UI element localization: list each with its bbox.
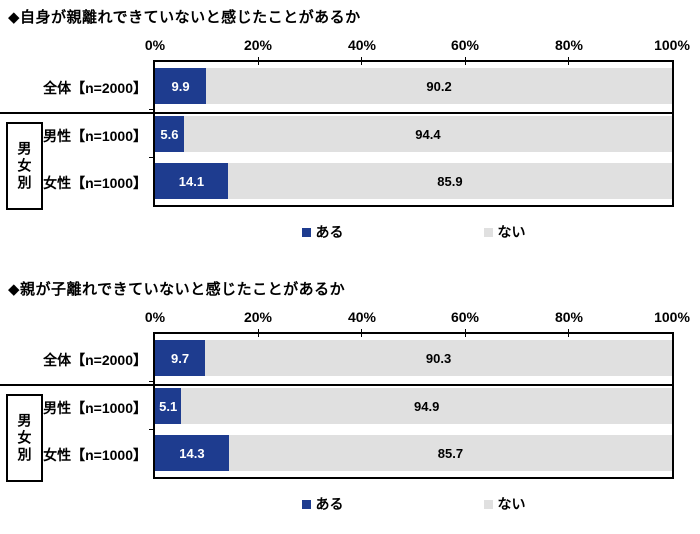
- bar-row: 9.7 90.3: [155, 340, 672, 376]
- category-label: 男性【n=1000】: [43, 400, 147, 416]
- chart-title: ◆親が子離れできていないと感じたことがあるか: [8, 281, 346, 298]
- bar-segment-aru: 5.6: [155, 116, 184, 152]
- value-label: 85.7: [437, 445, 464, 461]
- gender-group-box: 男女別: [6, 394, 43, 482]
- bar-segment-nai: 85.9: [227, 163, 672, 199]
- legend-swatch-aru: [301, 499, 311, 509]
- legend: ある ない: [153, 222, 674, 242]
- bar-segment-nai: 90.2: [206, 68, 672, 104]
- value-label: 9.7: [171, 350, 190, 366]
- bar-segment-nai: 90.3: [205, 340, 672, 376]
- axis-tick: [465, 329, 466, 337]
- axis-tick: [568, 57, 569, 65]
- chart-block-1: ◆自身が親離れできていないと感じたことがあるか 0% 20% 40% 60% 8…: [0, 0, 700, 262]
- axis-tick: [465, 57, 466, 65]
- x-axis-tick-label: 100%: [654, 309, 690, 325]
- bar-segment-nai: 94.9: [181, 388, 672, 424]
- axis-tick: [361, 329, 362, 337]
- category-axis-tick: [149, 381, 155, 382]
- legend-swatch-aru: [301, 227, 311, 237]
- bar-row: 5.1 94.9: [155, 388, 672, 424]
- value-label: 94.4: [415, 126, 441, 142]
- group-separator-line: [0, 384, 672, 386]
- value-label: 5.6: [160, 126, 179, 142]
- category-axis-tick: [149, 157, 155, 158]
- axis-tick: [258, 57, 259, 65]
- legend-label: ない: [497, 496, 526, 512]
- legend-label: ない: [497, 224, 526, 240]
- x-axis-tick-label: 80%: [554, 37, 584, 53]
- category-label: 女性【n=1000】: [43, 175, 147, 191]
- bar-segment-aru: 9.9: [155, 68, 207, 104]
- category-label: 女性【n=1000】: [43, 447, 147, 463]
- legend-label: ある: [315, 224, 344, 240]
- legend-item-nai: ない: [483, 494, 526, 514]
- bar-row: 9.9 90.2: [155, 68, 672, 104]
- legend: ある ない: [153, 494, 674, 514]
- x-axis: 0% 20% 40% 60% 80% 100%: [0, 37, 700, 55]
- category-axis-tick: [149, 109, 155, 110]
- value-label: 85.9: [437, 173, 463, 189]
- value-label: 14.3: [179, 445, 205, 461]
- legend-item-aru: ある: [301, 222, 344, 242]
- axis-tick: [361, 57, 362, 65]
- category-label: 男性【n=1000】: [43, 128, 147, 144]
- chart-block-2: ◆親が子離れできていないと感じたことがあるか 0% 20% 40% 60% 80…: [0, 272, 700, 534]
- x-axis-tick-label: 20%: [243, 309, 273, 325]
- x-axis-tick-label: 20%: [243, 37, 273, 53]
- legend-item-nai: ない: [483, 222, 526, 242]
- value-label: 90.2: [426, 78, 452, 94]
- gender-group-label: 男女別: [16, 412, 33, 464]
- legend-swatch-nai: [483, 227, 493, 237]
- bar-row: 5.6 94.4: [155, 116, 672, 152]
- legend-item-aru: ある: [301, 494, 344, 514]
- value-label: 90.3: [425, 350, 452, 366]
- category-label: 全体【n=2000】: [43, 352, 147, 368]
- x-axis-tick-label: 40%: [347, 309, 377, 325]
- bar-segment-aru: 5.1: [155, 388, 182, 424]
- category-axis-tick: [149, 429, 155, 430]
- bar-segment-nai: 85.7: [228, 435, 672, 471]
- value-label: 94.9: [414, 398, 440, 414]
- x-axis-tick-label: 100%: [654, 37, 690, 53]
- legend-label: ある: [315, 496, 344, 512]
- bar-segment-nai: 94.4: [183, 116, 672, 152]
- value-label: 5.1: [159, 398, 178, 414]
- bar-segment-aru: 14.3: [155, 435, 229, 471]
- x-axis-tick-label: 40%: [347, 37, 377, 53]
- x-axis-tick-label: 0%: [144, 37, 166, 53]
- axis-tick: [568, 329, 569, 337]
- x-axis: 0% 20% 40% 60% 80% 100%: [0, 309, 700, 327]
- bar-row: 14.3 85.7: [155, 435, 672, 471]
- gender-group-box: 男女別: [6, 122, 43, 210]
- legend-swatch-nai: [483, 499, 493, 509]
- group-separator-line: [0, 112, 672, 114]
- category-label: 全体【n=2000】: [43, 80, 147, 96]
- axis-tick: [258, 329, 259, 337]
- value-label: 14.1: [178, 173, 205, 189]
- bar-segment-aru: 9.7: [155, 340, 206, 376]
- chart-title: ◆自身が親離れできていないと感じたことがあるか: [8, 9, 361, 26]
- value-label: 9.9: [171, 78, 190, 94]
- x-axis-tick-label: 60%: [450, 37, 480, 53]
- x-axis-tick-label: 60%: [450, 309, 480, 325]
- plot-area: 9.9 90.2 5.6 94.4 14.1 85.9: [149, 57, 674, 207]
- x-axis-tick-label: 80%: [554, 309, 584, 325]
- x-axis-tick-label: 0%: [144, 309, 166, 325]
- plot-area: 9.7 90.3 5.1 94.9 14.3 85.7: [149, 329, 674, 479]
- bar-row: 14.1 85.9: [155, 163, 672, 199]
- gender-group-label: 男女別: [16, 140, 33, 192]
- bar-segment-aru: 14.1: [155, 163, 228, 199]
